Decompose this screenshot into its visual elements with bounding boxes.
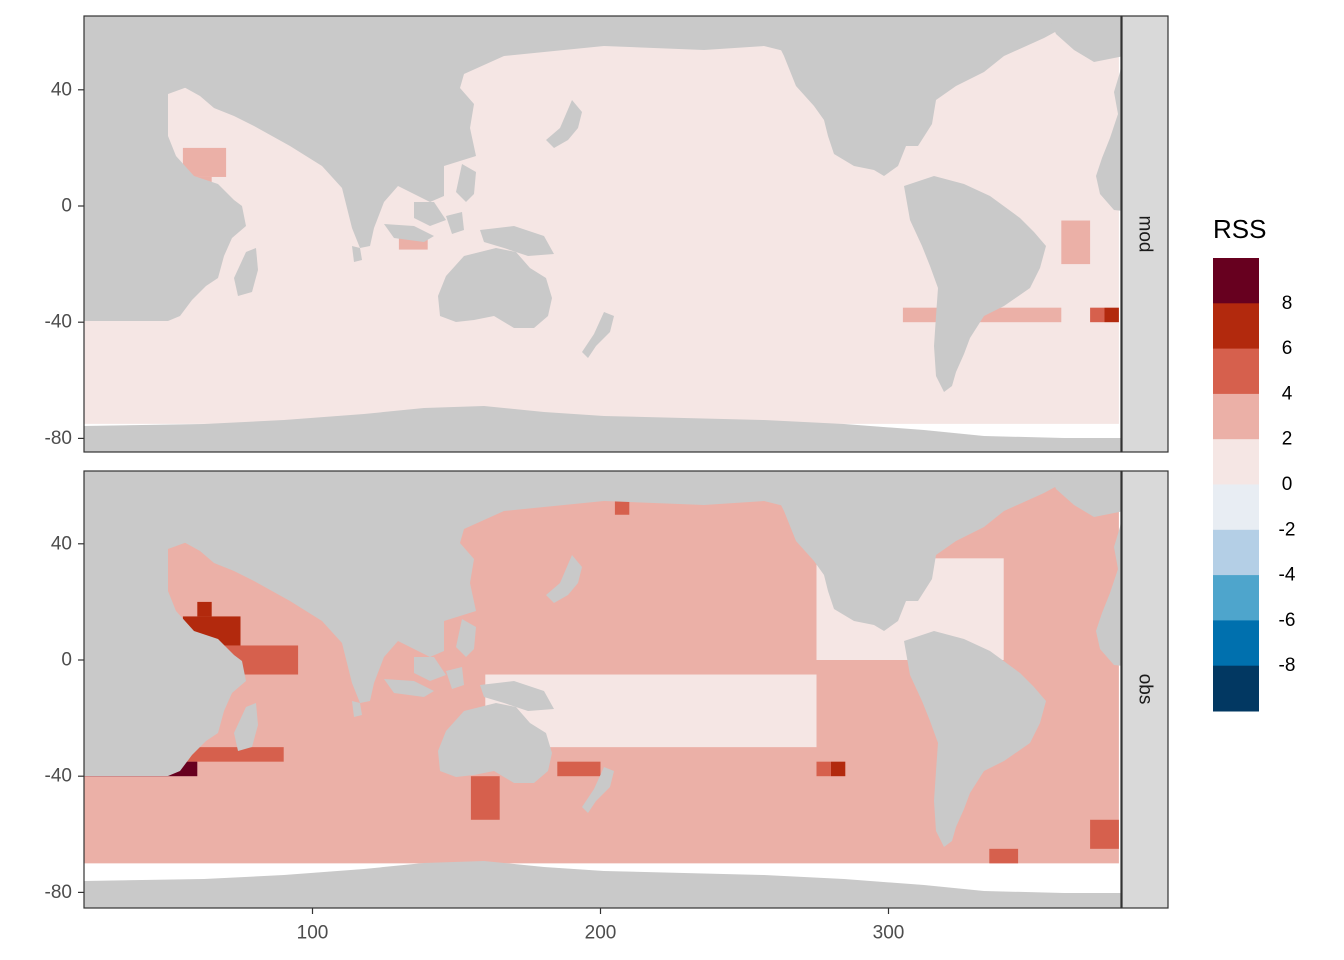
legend-label-7: -6 [1279,610,1296,631]
panel-mod: mod 40 0 -40 -80 [45,15,1169,453]
heat-cell-mod-5 [1061,220,1091,265]
legend-label-3: 2 [1282,429,1293,450]
panel-border-mod [83,15,1122,453]
legend: RSS 8 6 4 2 0 -2 -4 -6 -8 [1213,214,1296,712]
y-axis-obs: 40 0 -40 -80 [45,533,84,903]
y-tick-label-obs-1: 0 [61,650,72,671]
heat-cell-obs-11 [816,761,831,777]
heat-cell-obs-5 [197,601,212,617]
legend-bin-1 [1213,303,1259,350]
heat-cell-obs-10 [830,761,846,777]
facet-label-mod: mod [1135,216,1156,253]
legend-label-5: -2 [1279,519,1296,540]
x-tick-label-0: 100 [297,923,329,944]
legend-label-1: 6 [1282,338,1293,359]
heat-cell-obs-13 [989,848,1019,864]
legend-colorbar [1213,258,1259,712]
legend-label-2: 4 [1282,383,1293,404]
legend-label-0: 8 [1282,293,1293,314]
facet-strip-obs [1121,470,1169,909]
y-tick-label-mod-1: 0 [61,196,72,217]
y-tick-label-mod-0: 40 [51,79,72,100]
heat-cell-obs-8 [470,776,500,820]
heat-cell-mod-6 [1104,307,1119,323]
legend-bin-9 [1213,665,1259,712]
y-axis-mod: 40 0 -40 -80 [45,79,84,449]
heat-cell-obs-9 [557,761,601,777]
facet-label-obs: obs [1135,674,1156,705]
y-tick-label-obs-2: -40 [45,766,72,787]
legend-label-4: 0 [1282,474,1293,495]
legend-bin-5 [1213,484,1259,531]
heat-cell-mod-7 [1090,307,1105,323]
legend-label-6: -4 [1279,565,1296,586]
y-tick-label-obs-3: -80 [45,882,72,903]
x-axis: 100 200 300 [297,908,905,944]
legend-bin-7 [1213,575,1259,621]
x-tick-label-2: 300 [873,923,905,944]
y-tick-label-mod-3: -80 [45,428,72,449]
legend-bin-4 [1213,439,1259,485]
heat-cell-obs-12 [1090,819,1119,849]
x-tick-label-1: 200 [585,923,617,944]
y-tick-label-mod-2: -40 [45,312,72,333]
legend-bin-6 [1213,529,1259,576]
legend-title: RSS [1213,214,1266,244]
heat-cell-obs-15 [614,500,630,515]
legend-label-8: -8 [1279,655,1296,676]
legend-bin-8 [1213,620,1259,667]
legend-bin-0 [1213,258,1259,304]
legend-labels: 8 6 4 2 0 -2 -4 -6 -8 [1279,293,1296,676]
facet-strip-mod [1121,15,1169,453]
panel-border-obs [83,470,1122,909]
panel-obs: obs 40 0 -40 -80 100 200 300 [45,470,1169,944]
legend-bin-2 [1213,348,1259,395]
y-tick-label-obs-0: 40 [51,533,72,554]
legend-bin-3 [1213,393,1259,440]
